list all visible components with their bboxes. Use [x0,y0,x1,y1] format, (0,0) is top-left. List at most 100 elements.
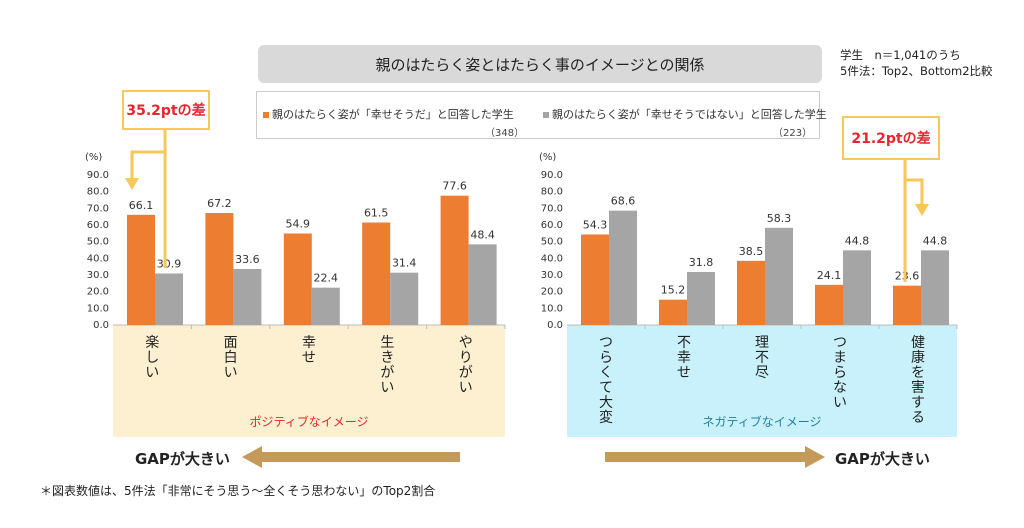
category-label-char: 幸 [677,350,691,366]
y-tick-label: 0.0 [93,320,109,331]
bar-orange [127,214,155,325]
bar-orange [659,299,687,325]
data-label: 61.5 [364,207,389,220]
bar-orange [893,285,921,325]
category-band [567,325,957,437]
bar-gray [765,227,793,325]
legend-orange-label: 親のはたらく姿が「幸せそうだ」と回答した学生 [272,108,514,121]
bar-gray [311,287,340,325]
y-tick-label: 80.0 [541,187,563,198]
category-label-char: を [911,365,925,381]
bar-gray [687,272,715,325]
category-label-char: く [599,365,613,381]
y-axis-unit: (%) [539,152,556,163]
data-label: 54.3 [583,219,608,232]
chart-title: 親のはたらく姿とはたらく事のイメージとの関係 [258,45,822,83]
sample-note: 学生 n＝1,041のうち 5件法：Top2、Bottom2比較 [840,47,993,79]
data-label: 30.9 [157,258,182,271]
bar-orange [205,213,234,325]
legend: 親のはたらく姿が「幸せそうだ」と回答した学生 （348） 親のはたらく姿が「幸せ… [256,91,827,139]
data-label: 68.6 [611,195,636,208]
bar-orange [815,284,843,325]
data-label: 31.4 [392,257,417,270]
legend-orange-n: （348） [485,128,525,139]
data-label: 15.2 [661,284,686,297]
y-tick-label: 10.0 [541,303,563,314]
bar-gray [390,272,419,325]
y-tick-label: 20.0 [541,287,563,298]
category-label-char: 害 [911,380,925,396]
category-label-char: 康 [911,349,925,366]
category-label-char: い [145,365,159,381]
data-label: 77.6 [442,180,467,193]
category-label-char: い [833,395,847,411]
note-line1: 学生 n＝1,041のうち [840,48,961,62]
data-label: 24.1 [817,269,842,282]
data-label: 44.8 [845,234,870,247]
category-label-char: き [380,350,394,366]
category-label-char: 尽 [755,365,769,381]
category-label-char: や [459,335,473,351]
category-label-char: る [911,410,925,426]
data-label: 54.9 [286,218,311,231]
category-label-char: り [459,350,473,366]
y-tick-label: 10.0 [87,303,109,314]
y-tick-label: 70.0 [87,203,109,214]
category-label-char: な [833,380,847,396]
y-tick-label: 20.0 [87,287,109,298]
data-label: 67.2 [207,197,232,210]
bar-gray [233,269,262,325]
legend-gray: 親のはたらく姿が「幸せそうではない」と回答した学生 [543,106,827,122]
y-tick-label: 70.0 [541,203,563,214]
category-label-char: 不 [755,350,769,366]
y-tick-label: 60.0 [541,220,563,231]
bar-orange [581,234,609,325]
category-band [113,325,505,437]
category-label-char: が [380,365,394,381]
category-label-char: い [224,365,238,381]
y-tick-label: 90.0 [541,170,563,181]
data-label: 48.4 [470,228,495,241]
callout-right: 21.2ptの差 [842,116,940,160]
legend-gray-label: 親のはたらく姿が「幸せそうではない」と回答した学生 [552,108,827,121]
category-label-char: し [145,350,159,366]
footnote: ＊図表数値は、5件法「非常にそう思う～全くそう思わない」のTop2割合 [40,484,436,498]
data-label: 22.4 [314,272,339,285]
category-label-char: が [459,365,473,381]
category-label-char: ら [833,365,847,381]
bar-orange [737,260,765,325]
category-label-char: せ [677,365,691,381]
y-tick-label: 60.0 [87,220,109,231]
gap-label-right: GAPが大きい [835,450,930,468]
gap-arrow-left [242,446,460,468]
bar-gray [155,273,183,325]
category-label-char: ま [833,350,847,366]
y-axis-unit: (%) [85,152,102,163]
bar-gray [468,244,497,325]
category-label-char: す [911,395,925,411]
data-label: 58.3 [767,212,792,225]
category-label-char: 健 [911,335,925,351]
category-label-char: せ [302,350,316,366]
bar-orange [362,222,391,325]
y-tick-label: 80.0 [87,187,109,198]
band-label: ポジティブなイメージ [249,414,368,429]
category-label-char: 白 [224,350,238,366]
category-label-char: つ [599,335,613,351]
category-label-char: て [599,380,613,396]
category-label-char: 変 [599,409,613,426]
data-label: 44.8 [923,234,948,247]
orange-swatch-icon [263,112,269,118]
legend-gray-n: （223） [773,128,813,139]
callout-left: 35.2ptの差 [122,90,210,130]
category-label-char: 大 [599,395,613,411]
band-label: ネガティブなイメージ [702,414,821,429]
category-label-char: 理 [755,335,769,351]
note-line2: 5件法：Top2、Bottom2比較 [840,64,993,78]
gray-swatch-icon [543,112,549,118]
data-label: 66.1 [129,199,154,212]
y-tick-label: 0.0 [547,320,563,331]
y-tick-label: 50.0 [541,237,563,248]
y-tick-label: 40.0 [87,253,109,264]
